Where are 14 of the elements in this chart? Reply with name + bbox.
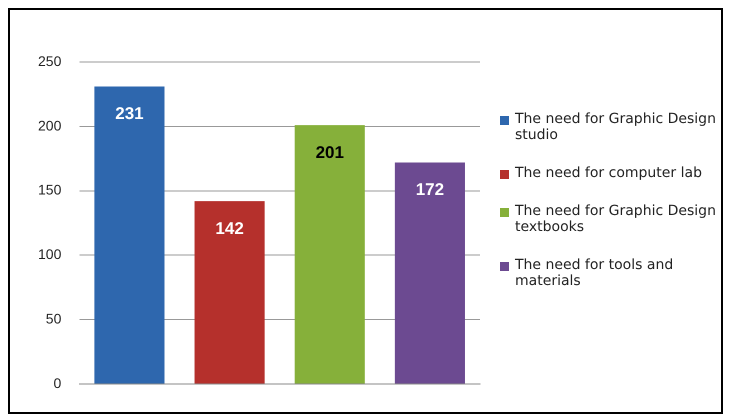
- y-tick-label: 100: [38, 246, 62, 262]
- legend-label: The need for Graphic Design textbooks: [515, 203, 717, 235]
- legend-label: The need for Graphic Design studio: [515, 111, 717, 143]
- y-tick-label: 250: [38, 52, 62, 69]
- y-tick-label: 50: [46, 310, 62, 326]
- data-label: 201: [316, 142, 344, 162]
- data-label: 142: [215, 218, 244, 238]
- data-label: 172: [416, 180, 444, 200]
- data-label: 231: [115, 104, 144, 124]
- y-tick-label: 200: [38, 117, 62, 134]
- legend-label: The need for tools and materials: [515, 257, 674, 289]
- legend-label: The need for computer lab: [515, 165, 702, 181]
- y-tick-label: 0: [54, 374, 62, 391]
- y-tick-label: 150: [38, 182, 62, 198]
